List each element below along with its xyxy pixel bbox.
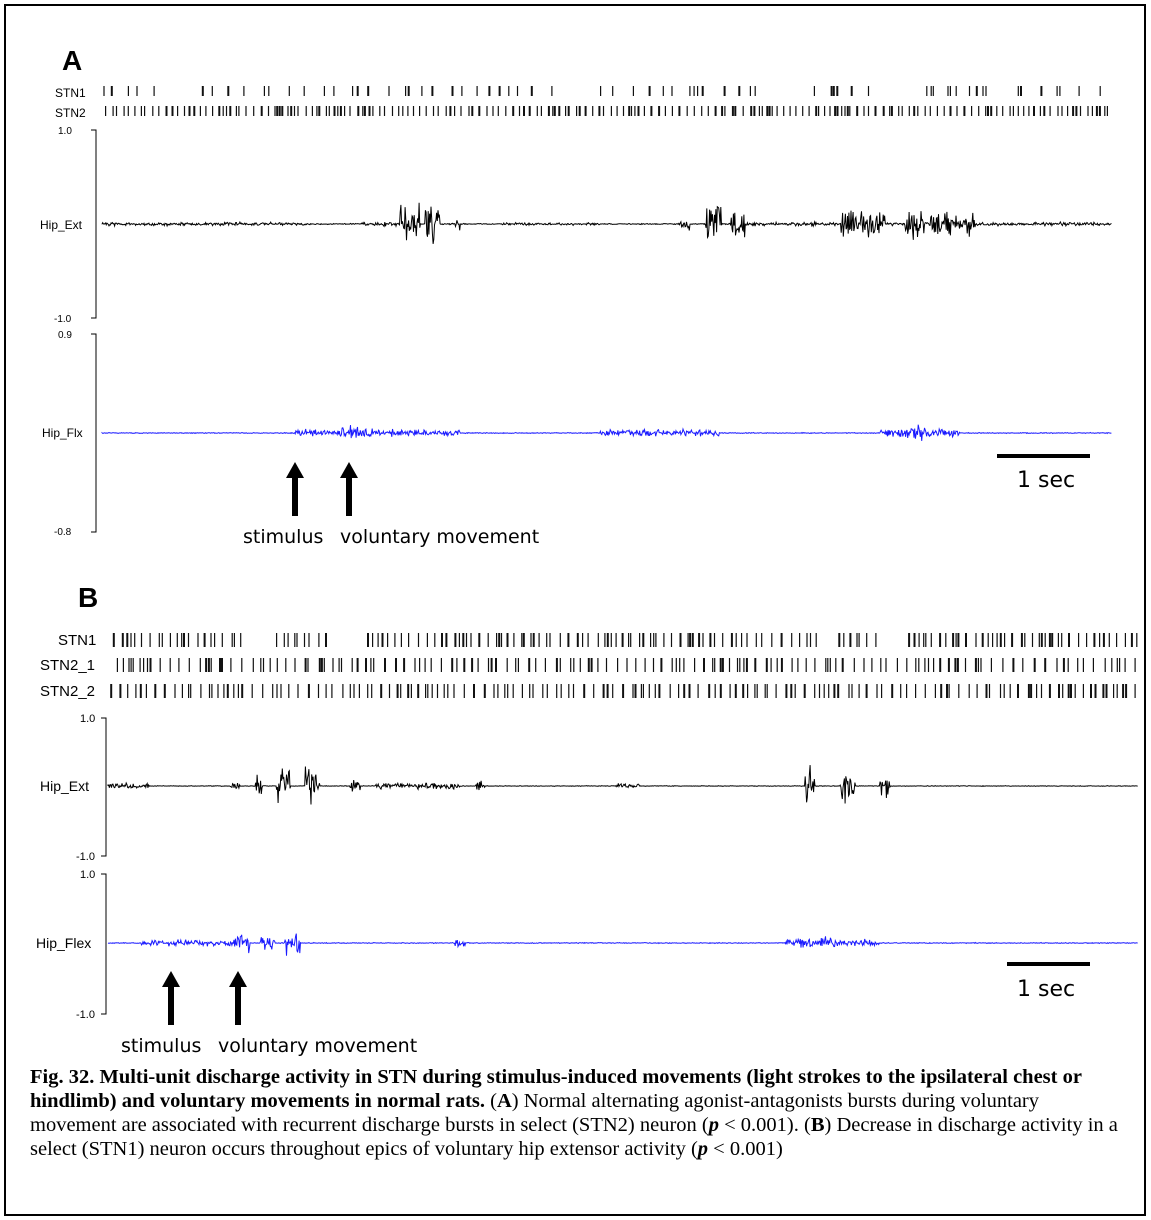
figure-graphic: A STN1 STN2 1.0 Hip_Ext -1.0 0.9 Hip_Flx… [36,45,1138,1057]
panel-a-hip-ext-trace [101,202,1112,244]
caption-letter-a: A [496,1090,512,1112]
panel-a-stimulus-label: stimulus [243,526,323,548]
panel-a-voluntary-label: voluntary movement [340,526,539,548]
panel-a-voluntary-arrow [340,462,358,516]
panel-b-raster-label-stn2-1: STN2_1 [40,657,95,674]
panel-b-voluntary-label: voluntary movement [218,1035,417,1057]
panel-b-hip-flex-trace [107,933,1138,956]
panel-b-flx-axis [101,873,107,1015]
panel-b-label: B [78,582,98,613]
panel-b-flx-label: Hip_Flex [36,935,91,951]
panel-b-ext-label: Hip_Ext [40,778,89,794]
panel-b-ext-axis [101,717,107,857]
caption-text-b: ) Decrease in discharge activity in a se… [30,1114,1118,1160]
panel-a-spike-rasters [103,86,1109,116]
panel-b-spike-rasters [110,633,1138,698]
panel-b-scale-label: 1 sec [1017,977,1075,1002]
panel-b-voluntary-arrow [229,971,247,1025]
figure-caption: Fig. 32. Multi-unit discharge activity i… [30,1065,1130,1161]
panel-b-hip-ext-trace [107,765,1138,805]
panel-a-raster-label-stn1: STN1 [55,86,86,100]
panel-a-hip-flx-trace [101,424,1112,441]
panel-b-stimulus-arrow [162,971,180,1025]
panel-a-flx-ymin: -0.8 [54,527,72,538]
panel-a-flx-label: Hip_Flx [42,426,83,440]
panel-a-ext-ymin: -1.0 [54,314,72,325]
panel-b-flx-ymin: -1.0 [76,1009,95,1021]
figure-border [4,4,1146,1216]
panel-b-stimulus-label: stimulus [121,1035,201,1057]
panel-a-stimulus-arrow [286,462,304,516]
caption-p-value: < 0.001). ( [719,1114,811,1136]
panel-b-ext-ymax: 1.0 [80,713,95,725]
panel-a-ext-ymax: 1.0 [58,126,72,137]
panel-a-flx-axis [91,333,97,533]
panel-a-label: A [62,45,82,76]
panel-b-raster-label-stn2-2: STN2_2 [40,683,95,700]
caption-text: ( [485,1090,497,1112]
panel-a-ext-label: Hip_Ext [40,218,83,232]
panel-b-flx-ymax: 1.0 [80,869,95,881]
caption-letter-b: B [810,1114,825,1136]
caption-p-symbol-2: p [697,1138,709,1160]
panel-a-ext-axis [91,129,97,319]
caption-p-value-2: < 0.001) [708,1138,783,1160]
caption-text-a: ) Normal alternating agonist-antagonists… [30,1090,1040,1136]
caption-p-symbol: p [708,1114,719,1136]
panel-a-flx-ymax: 0.9 [58,330,72,341]
panel-b-ext-ymin: -1.0 [76,851,95,863]
panel-b-raster-label-stn1: STN1 [58,632,96,649]
panel-a-raster-label-stn2: STN2 [55,106,86,120]
caption-title: Fig. 32. Multi-unit discharge activity i… [30,1066,1082,1112]
panel-a-scale-label: 1 sec [1017,468,1075,493]
